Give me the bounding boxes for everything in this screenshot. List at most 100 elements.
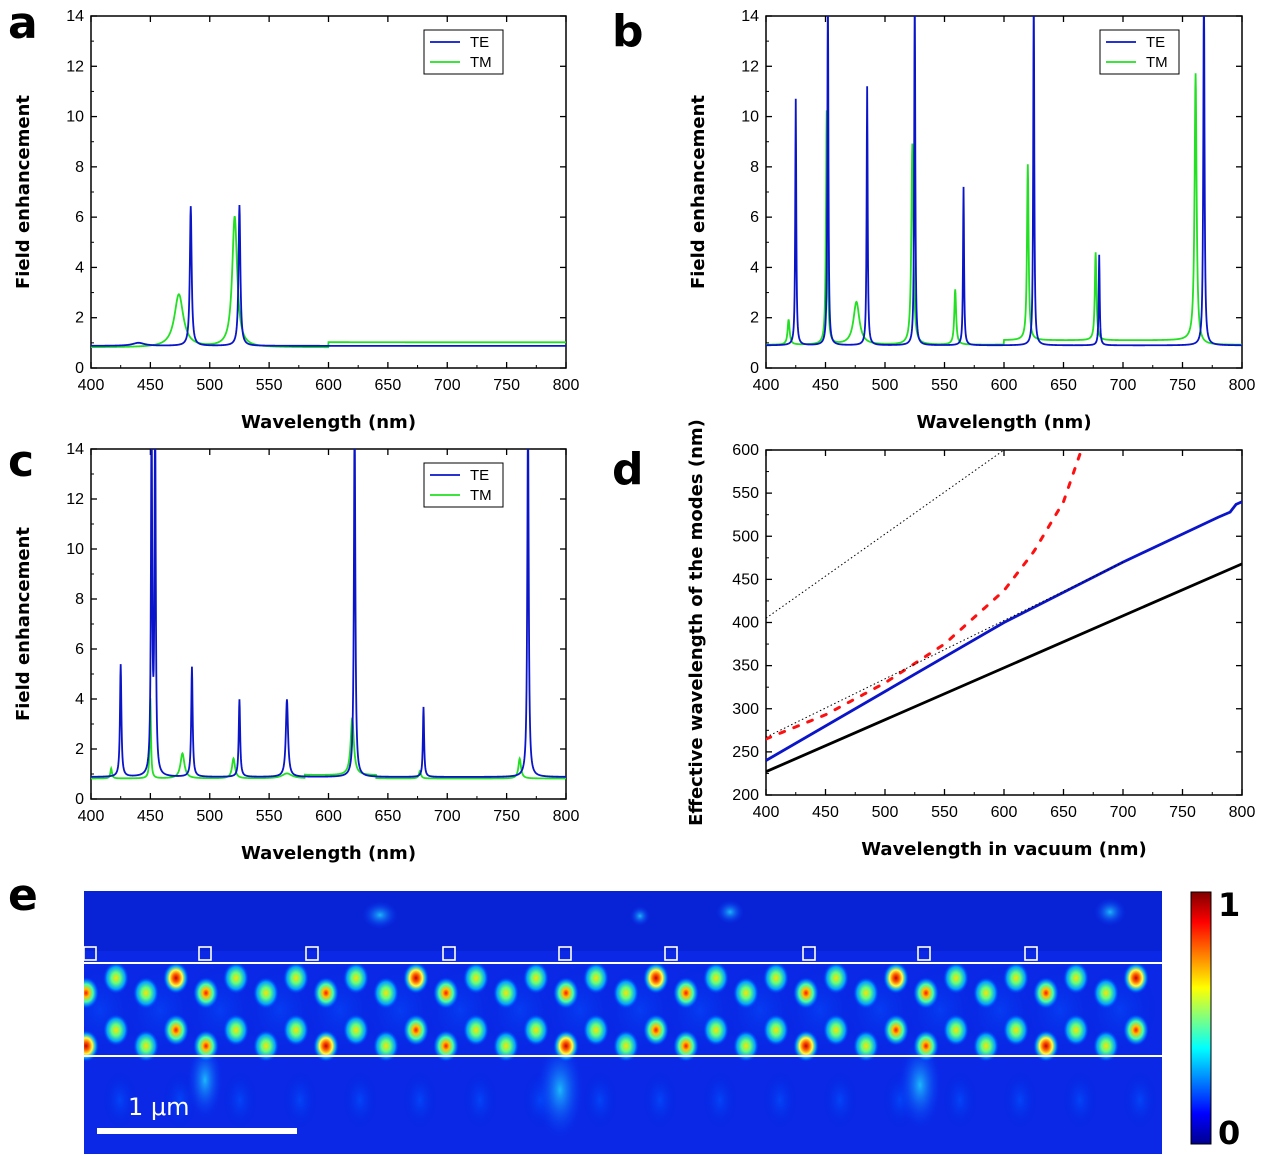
field-intensity-map: 1 μm — [83, 891, 1162, 1154]
field-hotspot — [703, 1014, 729, 1046]
field-glow — [898, 1040, 942, 1130]
blue-solid-line — [766, 500, 1242, 762]
field-glow — [702, 1070, 738, 1130]
colorbar-min-label: 0 — [1218, 1114, 1240, 1152]
x-tick-label: 800 — [1229, 377, 1256, 394]
scale-bar-label: 1 μm — [128, 1093, 190, 1121]
x-tick-label: 650 — [375, 377, 402, 394]
x-tick-label: 800 — [1229, 804, 1256, 821]
field-hotspot — [463, 962, 489, 994]
field-glow — [402, 1070, 438, 1130]
y-tick-label: 500 — [732, 528, 759, 545]
field-glow — [102, 1070, 138, 1130]
field-hotspot — [523, 1014, 549, 1046]
field-hotspot — [643, 1014, 669, 1046]
chart-b: 400 450 500 550 600 650 700 750 800 0 2 4 6 8 10 12 14 Wa… — [688, 8, 1256, 433]
x-tick-label: 700 — [1110, 377, 1137, 394]
field-glow — [282, 1070, 318, 1130]
x-tick-label: 500 — [196, 377, 223, 394]
field-hotspot — [463, 1014, 489, 1046]
series-line-tm — [91, 215, 566, 349]
field-hotspot — [1123, 1014, 1149, 1046]
particle-marker — [1024, 946, 1038, 961]
x-tick-label: 550 — [931, 377, 958, 394]
panel-letter-a: a — [8, 0, 38, 49]
field-hotspot — [1063, 962, 1089, 994]
field-glow — [1062, 1070, 1098, 1130]
field-hotspot — [133, 1030, 159, 1062]
field-hotspot — [84, 977, 99, 1009]
x-tick-label: 500 — [872, 377, 899, 394]
x-tick-label: 600 — [315, 377, 342, 394]
legend-label-te: TE — [470, 34, 489, 51]
field-hotspot — [1003, 962, 1029, 994]
field-hotspot — [973, 977, 999, 1009]
y-tick-label: 200 — [732, 787, 759, 804]
field-hotspot — [973, 1030, 999, 1062]
legend-box — [423, 29, 504, 75]
y-tick-label: 0 — [75, 791, 84, 808]
field-hotspot — [133, 977, 159, 1009]
field-glow — [1094, 898, 1126, 926]
legend-box — [1099, 29, 1180, 75]
series-line-te — [91, 449, 566, 778]
field-hotspot — [643, 962, 669, 994]
field-hotspot — [553, 1030, 579, 1062]
field-hotspot — [733, 977, 759, 1009]
y-tick-label: 12 — [741, 58, 759, 75]
x-tick-label: 550 — [931, 804, 958, 821]
particle-marker — [442, 946, 456, 961]
y-tick-label: 8 — [75, 159, 84, 176]
x-axis-label: Wavelength (nm) — [916, 412, 1091, 433]
field-hotspot — [223, 1014, 249, 1046]
field-hotspot — [433, 1030, 459, 1062]
legend-label-tm: TM — [1146, 54, 1168, 71]
field-hotspot — [913, 977, 939, 1009]
y-tick-label: 350 — [732, 658, 759, 675]
y-tick-label: 4 — [750, 259, 759, 276]
field-hotspot — [1033, 1030, 1059, 1062]
field-hotspot — [253, 977, 279, 1009]
legend-box — [423, 462, 504, 508]
field-hotspot — [793, 977, 819, 1009]
y-tick-label: 14 — [66, 8, 84, 25]
field-hotspot — [583, 1014, 609, 1046]
x-tick-label: 450 — [812, 804, 839, 821]
field-glow — [187, 1040, 223, 1120]
x-axis-label: Wavelength (nm) — [241, 843, 416, 864]
colorbar-max-label: 1 — [1218, 886, 1240, 924]
field-glow — [942, 1070, 978, 1130]
field-glow — [582, 1070, 618, 1130]
chart-d: 400 450 500 550 600 650 700 750 800 200 250 300 350 4… — [686, 419, 1255, 860]
x-tick-label: 600 — [315, 808, 342, 825]
x-tick-label: 450 — [137, 377, 164, 394]
y-tick-label: 250 — [732, 744, 759, 761]
field-hotspot — [283, 1014, 309, 1046]
x-tick-label: 700 — [1110, 804, 1137, 821]
field-hotspot — [313, 1030, 339, 1062]
field-hotspot — [403, 1014, 429, 1046]
field-hotspot — [703, 962, 729, 994]
panel-letter-d: d — [612, 444, 644, 495]
x-tick-label: 800 — [553, 377, 580, 394]
field-hotspot — [1003, 1014, 1029, 1046]
field-hotspot — [84, 1030, 99, 1062]
heatmap-top-region — [84, 891, 1162, 951]
black-dotted-guide — [766, 450, 1005, 619]
field-hotspot — [1123, 962, 1149, 994]
field-hotspot — [823, 962, 849, 994]
x-tick-label: 650 — [1050, 804, 1077, 821]
y-tick-label: 14 — [741, 8, 759, 25]
x-tick-label: 450 — [812, 377, 839, 394]
field-glow — [642, 1070, 678, 1130]
colorbar: 1 0 — [1190, 886, 1240, 1152]
y-tick-label: 12 — [66, 58, 84, 75]
y-tick-label: 8 — [750, 159, 759, 176]
scale-bar — [97, 1128, 297, 1134]
series-line-te — [91, 204, 566, 347]
field-hotspot — [523, 962, 549, 994]
field-glow — [362, 901, 398, 929]
field-hotspot — [493, 977, 519, 1009]
particle-marker — [664, 946, 678, 961]
x-axis-label: Wavelength (nm) — [241, 412, 416, 433]
